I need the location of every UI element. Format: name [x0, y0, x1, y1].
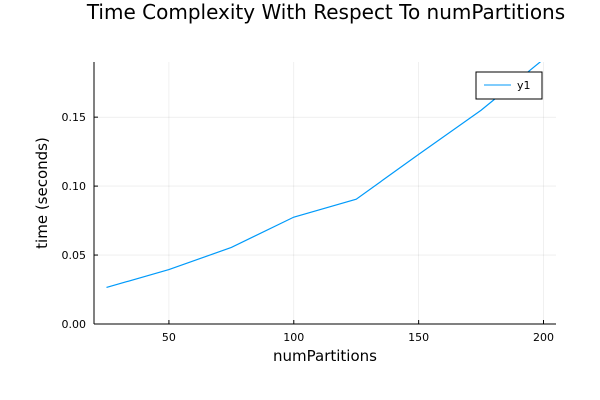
axis-ticks: 50 100 150 200 0.00 0.05 0.10 0.15	[62, 111, 555, 344]
x-tick-label: 150	[408, 331, 429, 344]
x-tick-label: 200	[533, 331, 554, 344]
x-axis-label: numPartitions	[273, 347, 377, 365]
y-tick-label: 0.00	[62, 318, 87, 331]
legend: y1	[475, 71, 543, 100]
chart-title: Time Complexity With Respect To numParti…	[86, 0, 565, 24]
legend-series-label: y1	[517, 79, 531, 92]
y-tick-label: 0.15	[62, 111, 87, 124]
y-tick-label: 0.05	[62, 249, 87, 262]
plot-series	[106, 62, 542, 289]
y-tick-label: 0.10	[62, 180, 87, 193]
x-tick-label: 50	[162, 331, 176, 344]
y-axis-label: time (seconds)	[33, 137, 51, 249]
x-tick-label: 100	[283, 331, 304, 344]
grid-lines	[94, 62, 556, 325]
series-line-y1	[106, 62, 542, 289]
